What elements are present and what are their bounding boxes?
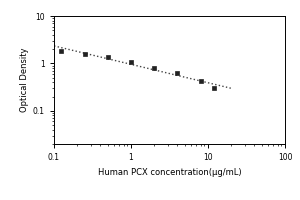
X-axis label: Human PCX concentration(μg/mL): Human PCX concentration(μg/mL) [98, 168, 241, 177]
Y-axis label: Optical Density: Optical Density [20, 48, 29, 112]
